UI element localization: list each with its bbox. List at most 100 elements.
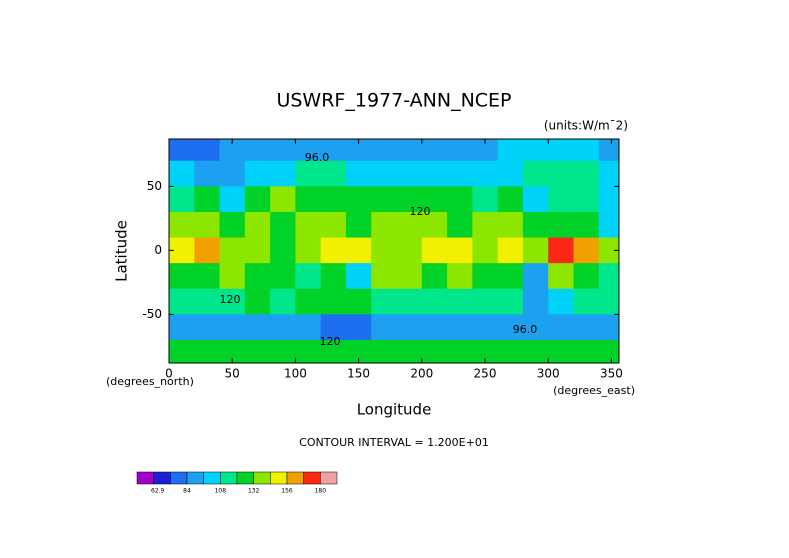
field-cell xyxy=(295,139,322,162)
y-tick-label: -50 xyxy=(142,307,162,321)
colorbar-box xyxy=(186,471,204,485)
field-cell xyxy=(396,160,423,187)
colorbar-label: 180 xyxy=(315,488,327,495)
field-cell xyxy=(421,339,448,363)
field-cell xyxy=(598,339,619,363)
field-cell xyxy=(447,263,473,290)
field-cell xyxy=(345,139,372,162)
x-tick-label: 300 xyxy=(537,367,560,381)
field-cell xyxy=(244,288,271,315)
field-cell xyxy=(472,314,499,341)
field-cell xyxy=(219,314,246,341)
field-cell xyxy=(421,186,448,213)
y-axis-label: Latitude xyxy=(113,220,131,282)
field-cell xyxy=(548,263,574,290)
colorbar-label: 156 xyxy=(281,488,293,495)
field-cell xyxy=(320,160,347,187)
field-cell xyxy=(598,160,619,187)
field-cell xyxy=(472,160,499,187)
field-cell xyxy=(598,237,619,264)
field-cell xyxy=(244,263,271,290)
units: (units:W/m¯2) xyxy=(544,119,628,133)
field-cell xyxy=(345,263,372,290)
field-cell xyxy=(194,186,221,213)
field-cell xyxy=(472,339,499,363)
field-cell xyxy=(497,314,524,341)
field-cell xyxy=(396,211,423,239)
field-cell xyxy=(573,288,600,315)
field-cell xyxy=(244,160,271,187)
contour-label: 96.0 xyxy=(513,323,538,336)
field-cell xyxy=(244,211,271,239)
field-cell xyxy=(573,139,600,162)
field-cell xyxy=(371,211,398,239)
field-cell xyxy=(396,288,423,315)
field-cell xyxy=(497,211,524,239)
field-cell xyxy=(194,263,221,290)
field-cell xyxy=(472,263,499,290)
x-tick-label: 250 xyxy=(474,367,497,381)
colorbar-box xyxy=(203,471,221,485)
field-cell xyxy=(371,160,398,187)
field-cell xyxy=(295,314,322,341)
field-cell xyxy=(497,263,524,290)
field-cell xyxy=(598,314,619,341)
field-cell xyxy=(345,288,372,315)
field-cell xyxy=(295,160,322,187)
field-cell xyxy=(573,339,600,363)
field-cell xyxy=(219,263,246,290)
contour-label: 120 xyxy=(320,335,341,348)
field-cell xyxy=(548,339,574,363)
field-cell xyxy=(371,237,398,264)
field-cell xyxy=(270,263,296,290)
colorbar-box xyxy=(286,471,304,485)
field-cell xyxy=(548,314,574,341)
field-cell xyxy=(548,288,574,315)
field-cell xyxy=(244,339,271,363)
y-tick-label: 50 xyxy=(147,179,162,193)
field-cell xyxy=(295,288,322,315)
field-cell xyxy=(345,211,372,239)
field-cell xyxy=(219,186,246,213)
field-cell xyxy=(270,288,296,315)
x-tick-label: 350 xyxy=(600,367,623,381)
field-cell xyxy=(447,314,473,341)
field-cell xyxy=(598,263,619,290)
contour-label: 96.0 xyxy=(305,151,330,164)
field-cell xyxy=(295,237,322,264)
colorbar-label: 108 xyxy=(215,488,227,495)
field-cell xyxy=(573,186,600,213)
field-cell xyxy=(472,139,499,162)
field-cell xyxy=(598,186,619,213)
field-cell xyxy=(295,211,322,239)
y-tick-label: 0 xyxy=(154,243,162,257)
field-cell xyxy=(548,139,574,162)
field-cell xyxy=(219,211,246,239)
field-cell xyxy=(522,288,549,315)
field-cell xyxy=(371,288,398,315)
field-cell xyxy=(421,211,448,239)
field-cell xyxy=(573,160,600,187)
field-cell xyxy=(169,211,195,239)
field-cell xyxy=(320,237,347,264)
colorbar-label: 132 xyxy=(248,488,260,495)
x-tick-label: 0 xyxy=(165,367,173,381)
field-cell xyxy=(548,160,574,187)
field-cell xyxy=(573,237,600,264)
field-cell xyxy=(194,211,221,239)
colorbar-box xyxy=(236,471,254,485)
colorbar-label: 62.9 xyxy=(151,488,165,495)
footnote: CONTOUR INTERVAL = 1.200E+01 xyxy=(299,436,489,449)
colorbar-box xyxy=(136,471,154,485)
field-cell xyxy=(219,237,246,264)
colorbar-box xyxy=(320,471,338,485)
field-cell xyxy=(573,211,600,239)
field-cell xyxy=(447,186,473,213)
field-cell xyxy=(219,139,246,162)
field-cell xyxy=(320,314,347,341)
field-cell xyxy=(194,237,221,264)
field-cell xyxy=(320,263,347,290)
field-cell xyxy=(497,160,524,187)
field-cell xyxy=(421,263,448,290)
